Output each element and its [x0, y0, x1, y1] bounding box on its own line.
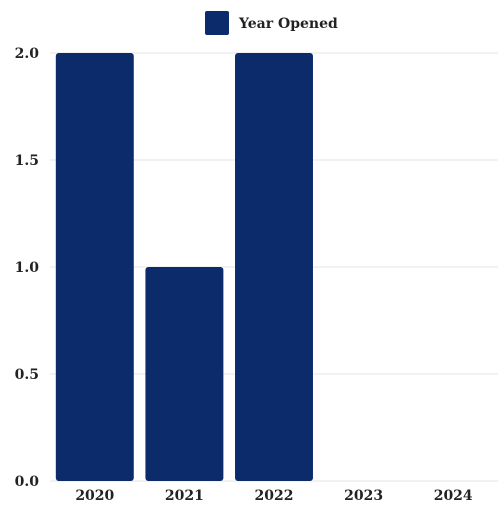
- x-tick-label: 2024: [434, 488, 473, 504]
- bars: [55, 53, 313, 481]
- x-tick-label: 2023: [344, 488, 383, 504]
- y-tick-label: 1.5: [15, 153, 39, 169]
- y-tick-label: 0.5: [15, 367, 39, 383]
- bar-2021: [145, 267, 224, 481]
- y-tick-label: 2.0: [15, 46, 40, 62]
- legend: Year Opened: [205, 11, 338, 35]
- legend-label: Year Opened: [238, 16, 338, 32]
- x-axis-tick-labels: 2020 2021 2022 2023 2024: [75, 488, 473, 504]
- legend-swatch: [205, 11, 229, 35]
- y-axis-tick-labels: 0.0 0.5 1.0 1.5 2.0: [15, 46, 40, 490]
- x-tick-label: 2021: [165, 488, 204, 504]
- x-tick-label: 2020: [75, 488, 114, 504]
- bar-2022: [235, 53, 313, 481]
- bar-2020: [55, 53, 134, 481]
- y-tick-label: 1.0: [15, 260, 40, 276]
- y-tick-label: 0.0: [15, 474, 40, 490]
- x-tick-label: 2022: [255, 488, 294, 504]
